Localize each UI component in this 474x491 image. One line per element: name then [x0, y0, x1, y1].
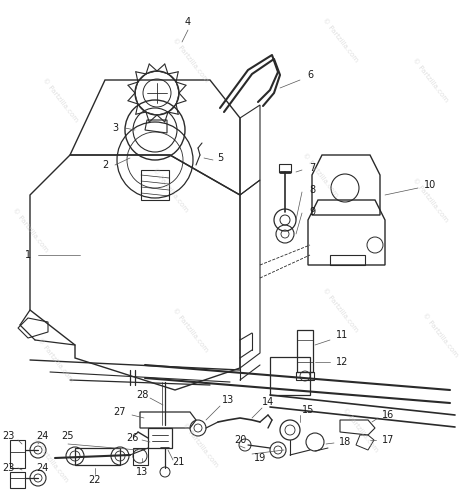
Text: 5: 5 [217, 153, 223, 163]
Text: © Partzilla.com: © Partzilla.com [301, 152, 339, 198]
Text: © Partzilla.com: © Partzilla.com [31, 437, 69, 483]
Text: 24: 24 [36, 463, 48, 473]
Text: 8: 8 [309, 185, 315, 195]
Text: 13: 13 [222, 395, 234, 405]
Text: © Partzilla.com: © Partzilla.com [181, 422, 219, 468]
Text: 20: 20 [234, 435, 246, 445]
Text: 21: 21 [172, 457, 184, 467]
Text: © Partzilla.com: © Partzilla.com [411, 57, 449, 103]
Text: © Partzilla.com: © Partzilla.com [36, 337, 74, 383]
Text: 11: 11 [336, 330, 348, 340]
Text: 4: 4 [185, 17, 191, 27]
Text: 9: 9 [309, 207, 315, 217]
Text: 27: 27 [114, 407, 126, 417]
Text: 28: 28 [136, 390, 148, 400]
Text: © Partzilla.com: © Partzilla.com [41, 77, 79, 123]
Text: 25: 25 [62, 431, 74, 441]
Text: © Partzilla.com: © Partzilla.com [171, 307, 209, 353]
Text: 17: 17 [382, 435, 394, 445]
Text: © Partzilla.com: © Partzilla.com [151, 167, 189, 213]
Text: 19: 19 [254, 453, 266, 463]
Text: 16: 16 [382, 410, 394, 420]
Text: 18: 18 [339, 437, 351, 447]
Text: 12: 12 [336, 357, 348, 367]
Text: 26: 26 [126, 433, 138, 443]
Text: 6: 6 [307, 70, 313, 80]
Text: 7: 7 [309, 163, 315, 173]
Text: © Partzilla.com: © Partzilla.com [411, 177, 449, 223]
Text: © Partzilla.com: © Partzilla.com [321, 17, 359, 63]
Text: 3: 3 [112, 123, 118, 133]
Text: © Partzilla.com: © Partzilla.com [321, 287, 359, 333]
Text: 1: 1 [25, 250, 31, 260]
Text: 13: 13 [136, 467, 148, 477]
Text: © Partzilla.com: © Partzilla.com [341, 407, 379, 453]
Text: 14: 14 [262, 397, 274, 407]
Text: 2: 2 [102, 160, 108, 170]
Text: 23: 23 [2, 463, 14, 473]
Text: © Partzilla.com: © Partzilla.com [171, 37, 209, 83]
Text: 10: 10 [424, 180, 436, 190]
Text: © Partzilla.com: © Partzilla.com [421, 312, 459, 358]
Text: 24: 24 [36, 431, 48, 441]
Text: 22: 22 [89, 475, 101, 485]
Text: 15: 15 [302, 405, 314, 415]
Text: © Partzilla.com: © Partzilla.com [11, 207, 49, 253]
Text: 23: 23 [2, 431, 14, 441]
